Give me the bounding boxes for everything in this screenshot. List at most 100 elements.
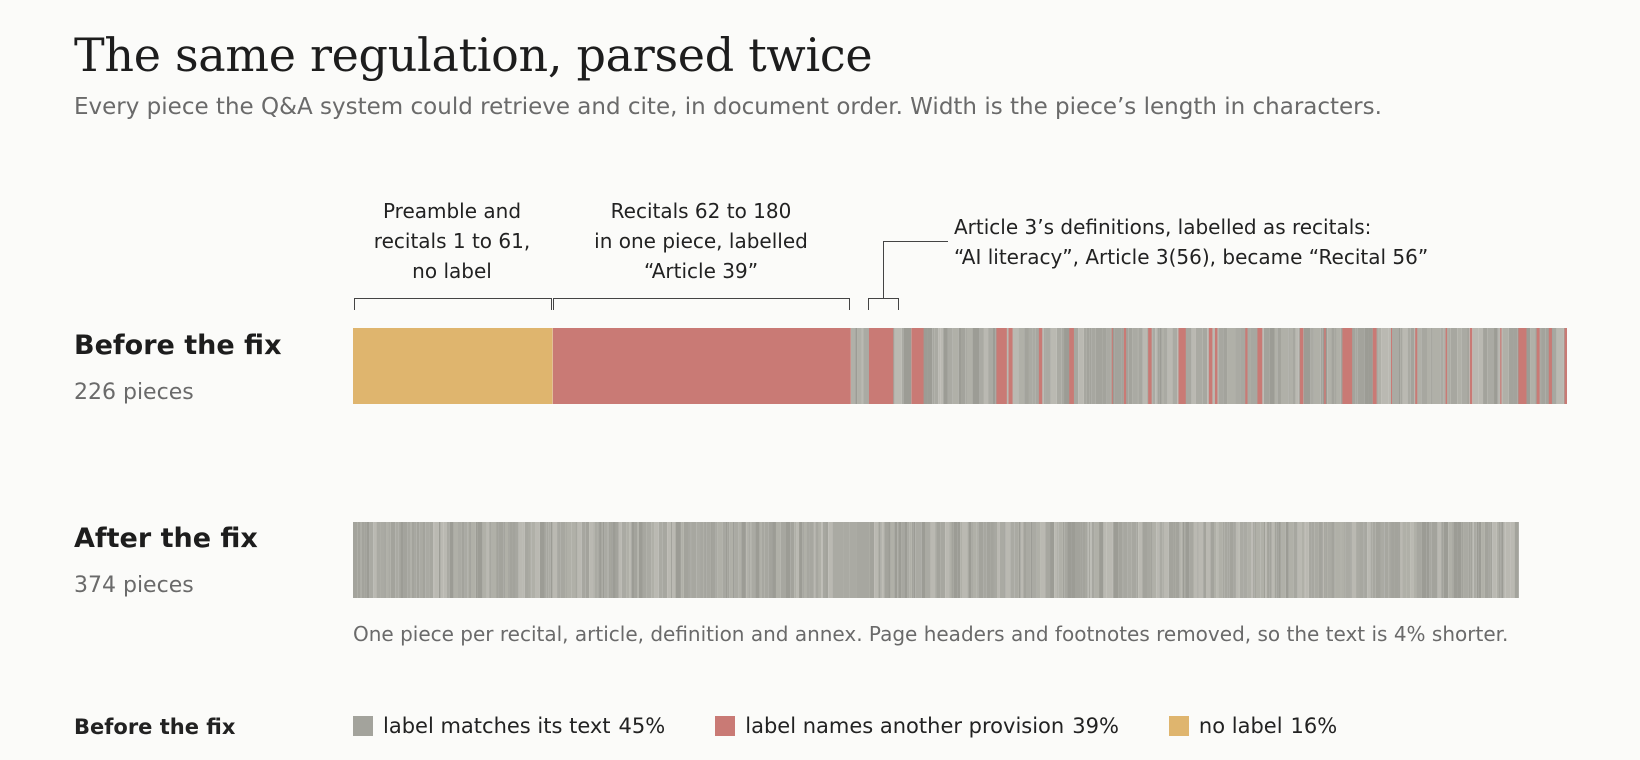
- piece-segment: [1030, 522, 1032, 598]
- piece-segment: [711, 522, 716, 598]
- piece-segment: [1350, 522, 1352, 598]
- piece-segment: [1503, 522, 1506, 598]
- piece-segment: [1448, 522, 1453, 598]
- piece-segment: [1223, 328, 1228, 404]
- annotation-recitals: Recitals 62 to 180 in one piece, labelle…: [556, 196, 846, 286]
- piece-segment: [1481, 522, 1485, 598]
- piece-segment: [1239, 522, 1244, 598]
- piece-segment: [557, 522, 559, 598]
- piece-segment: [1078, 328, 1084, 404]
- piece-segment: [1289, 328, 1293, 404]
- piece-segment: [1164, 522, 1169, 598]
- piece-segment: [1218, 328, 1224, 404]
- piece-segment: [943, 328, 948, 404]
- piece-segment: [1205, 522, 1211, 598]
- piece-segment: [1364, 328, 1369, 404]
- piece-segment: [1088, 522, 1091, 598]
- piece-segment: [522, 522, 525, 598]
- piece-segment: [1142, 522, 1147, 598]
- piece-segment: [1426, 522, 1430, 598]
- after-fix-note: One piece per recital, article, definiti…: [353, 622, 1509, 646]
- piece-segment: [927, 328, 933, 404]
- piece-segment: [794, 522, 797, 598]
- leader-definitions-horizontal: [883, 241, 948, 242]
- piece-segment-other: [1415, 328, 1418, 404]
- piece-segment: [612, 522, 616, 598]
- piece-segment: [395, 522, 399, 598]
- piece-segment: [1301, 522, 1304, 598]
- piece-segment: [1109, 522, 1113, 598]
- piece-segment: [357, 522, 361, 598]
- piece-segment: [1513, 328, 1518, 404]
- piece-segment: [518, 522, 523, 598]
- piece-segment: [738, 522, 742, 598]
- piece-segment: [1203, 522, 1206, 598]
- piece-segment: [449, 522, 454, 598]
- piece-segment: [1310, 328, 1314, 404]
- piece-segment: [1214, 522, 1217, 598]
- piece-segment: [577, 522, 582, 598]
- piece-segment: [806, 522, 810, 598]
- piece-segment: [1280, 522, 1282, 598]
- piece-segment: [1095, 328, 1103, 404]
- piece-segment: [571, 522, 576, 598]
- piece-segment: [1288, 522, 1294, 598]
- piece-segment: [1269, 328, 1275, 404]
- piece-segment: [398, 522, 401, 598]
- piece-segment: [1193, 522, 1198, 598]
- piece-segment: [1064, 328, 1071, 404]
- piece-segment: [1024, 328, 1029, 404]
- legend-percent-nolabel: 16%: [1290, 714, 1338, 738]
- piece-segment: [1277, 328, 1281, 404]
- piece-segment: [925, 522, 931, 598]
- piece-segment-other: [996, 328, 1007, 404]
- annotation-preamble: Preamble and recitals 1 to 61, no label: [352, 196, 552, 286]
- piece-segment: [1056, 328, 1062, 404]
- piece-segment: [410, 522, 412, 598]
- piece-segment: [629, 522, 632, 598]
- piece-segment: [703, 522, 706, 598]
- piece-segment: [1448, 328, 1451, 404]
- piece-segment: [1375, 522, 1381, 598]
- row-label-before: Before the fix: [74, 330, 282, 361]
- piece-segment: [965, 328, 967, 404]
- piece-segment-other: [1038, 328, 1043, 404]
- piece-segment: [1142, 328, 1147, 404]
- piece-segment: [904, 522, 908, 598]
- piece-segment-other: [1372, 328, 1377, 404]
- piece-segment: [508, 522, 510, 598]
- piece-segment: [1432, 328, 1441, 404]
- piece-segment: [857, 328, 862, 404]
- legend: label matches its text 45% label names a…: [353, 714, 1387, 738]
- piece-segment: [828, 522, 833, 598]
- piece-segment: [729, 522, 731, 598]
- piece-segment: [710, 522, 712, 598]
- piece-segment: [621, 522, 627, 598]
- piece-segment: [1233, 522, 1236, 598]
- piece-segment: [967, 522, 969, 598]
- piece-segment: [681, 522, 684, 598]
- piece-segment: [1351, 328, 1356, 404]
- piece-segment: [626, 522, 630, 598]
- piece-segment: [1381, 328, 1389, 404]
- piece-segment: [601, 522, 603, 598]
- piece-segment: [411, 522, 415, 598]
- piece-segment: [446, 522, 450, 598]
- piece-segment: [696, 522, 701, 598]
- piece-segment: [1091, 522, 1095, 598]
- piece-segment: [935, 522, 937, 598]
- legend-label-nolabel: no label: [1198, 714, 1283, 738]
- piece-segment: [1086, 328, 1090, 404]
- piece-segment: [796, 522, 800, 598]
- piece-segment: [1020, 522, 1024, 598]
- piece-segment: [589, 522, 594, 598]
- piece-segment: [983, 328, 989, 404]
- piece-segment: [434, 522, 439, 598]
- piece-segment: [1518, 522, 1519, 598]
- piece-segment: [1400, 328, 1403, 404]
- legend-item-match: label matches its text 45%: [353, 714, 665, 738]
- piece-segment: [1514, 522, 1519, 598]
- piece-segment: [1413, 522, 1417, 598]
- piece-segment: [691, 522, 697, 598]
- piece-segment: [490, 522, 492, 598]
